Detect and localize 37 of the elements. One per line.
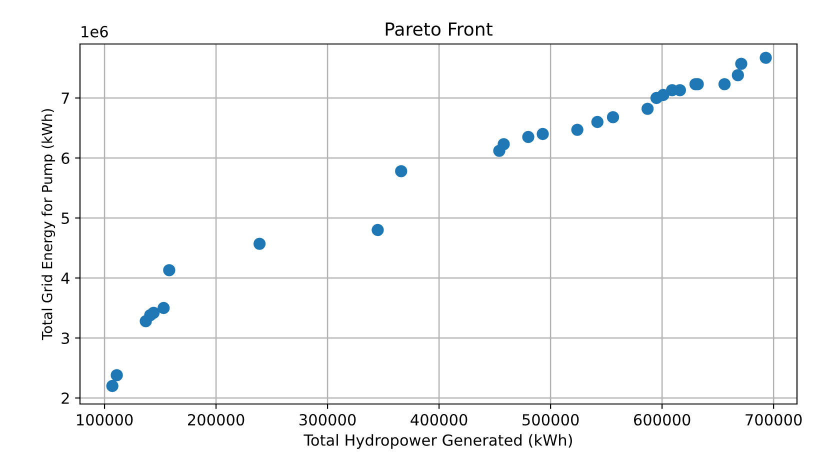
point bbox=[591, 116, 604, 128]
point bbox=[106, 380, 118, 392]
y-tick-label: 5 bbox=[62, 212, 69, 224]
point bbox=[498, 138, 510, 150]
point bbox=[372, 224, 384, 236]
text: 1e6 bbox=[82, 26, 108, 38]
point bbox=[522, 130, 534, 144]
y-tick-label: 3 bbox=[62, 332, 70, 344]
point bbox=[163, 264, 176, 276]
x-tick-label: 300000 bbox=[300, 414, 356, 426]
point bbox=[657, 88, 670, 102]
point bbox=[536, 128, 549, 140]
point bbox=[642, 102, 654, 115]
point bbox=[606, 111, 620, 124]
point bbox=[760, 52, 772, 64]
y-tick-label: 2 bbox=[62, 392, 69, 404]
point bbox=[110, 369, 123, 382]
point bbox=[718, 78, 731, 90]
x-tick-label: 400000 bbox=[410, 414, 468, 426]
point bbox=[253, 238, 266, 250]
y-axis-title: Total Grid Energy for Pump (kWh) bbox=[42, 109, 55, 340]
y-tick-label: 7 bbox=[62, 92, 69, 104]
x-axis-title: Total Hydropower Generated (kWh) bbox=[304, 434, 572, 449]
x-tick-label: 200000 bbox=[188, 414, 244, 426]
point bbox=[735, 58, 748, 70]
y-tick-label: 4 bbox=[61, 272, 70, 284]
point bbox=[158, 302, 170, 314]
x-tick-label: 500000 bbox=[522, 414, 579, 426]
point bbox=[148, 306, 160, 319]
point bbox=[732, 69, 744, 82]
chart-title: Pareto Front bbox=[386, 22, 492, 36]
x-tick-label: 100000 bbox=[77, 414, 133, 426]
x-tick-label: 700000 bbox=[746, 414, 802, 426]
x-tick-label: 600000 bbox=[634, 414, 690, 426]
point bbox=[571, 124, 584, 136]
point bbox=[395, 165, 408, 178]
y-tick-label: 6 bbox=[62, 152, 70, 164]
